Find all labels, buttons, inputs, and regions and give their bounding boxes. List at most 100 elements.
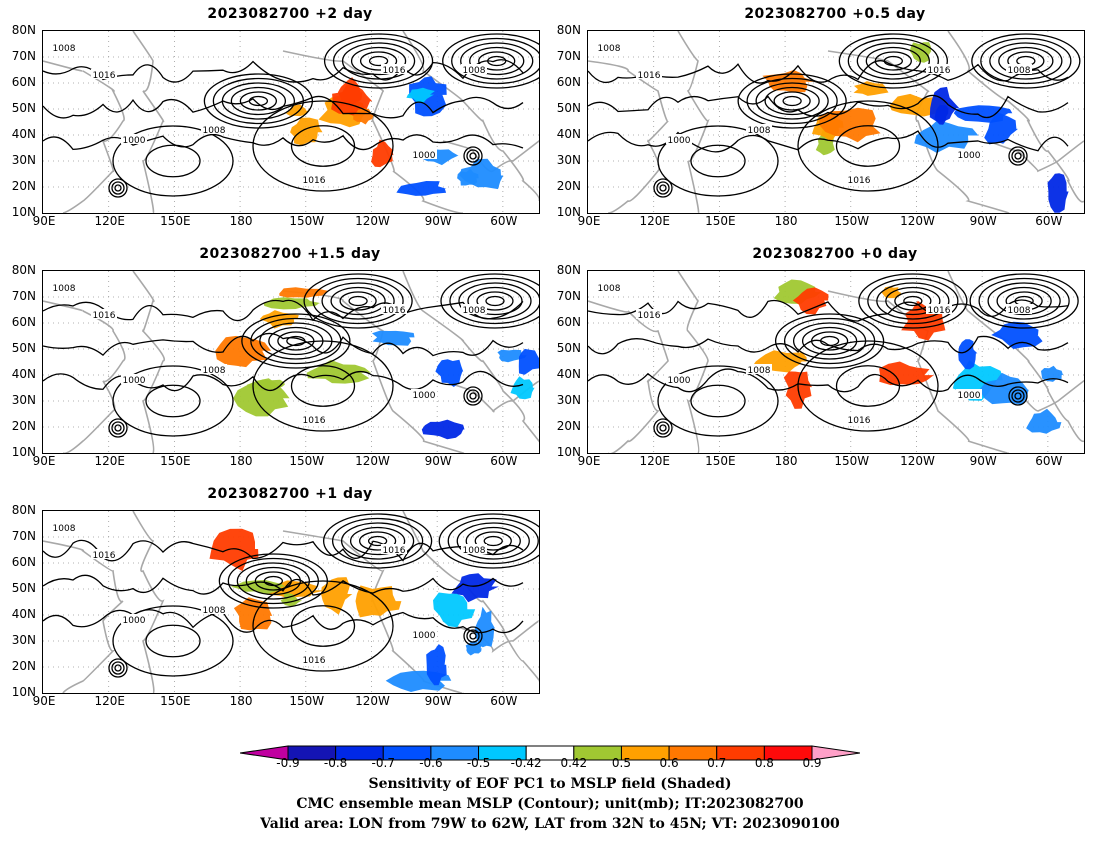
colorbar-tick: 0.8 xyxy=(754,756,774,770)
lat-label-70N: 70N xyxy=(11,529,36,543)
lon-label-180: 180 xyxy=(774,454,798,468)
lat-label-60N: 60N xyxy=(556,315,581,329)
lat-label-50N: 50N xyxy=(556,341,581,355)
lon-label-90W: 90W xyxy=(424,694,452,708)
colorbar-tick: 0.7 xyxy=(707,756,727,770)
lat-label-50N: 50N xyxy=(11,581,36,595)
svg-text:1008: 1008 xyxy=(203,366,226,376)
map-canvas: 1008 1016 1000 1008 1016 1000 1008 1016 xyxy=(588,31,1084,213)
colorbar-tick: 0.9 xyxy=(802,756,822,770)
lat-label-30N: 30N xyxy=(556,153,581,167)
lon-label-90E: 90E xyxy=(32,454,56,468)
lat-label-80N: 80N xyxy=(11,263,36,277)
panel-title: 2023082700 +0.5 day xyxy=(744,6,926,22)
lon-label-90W: 90W xyxy=(424,454,452,468)
svg-text:1008: 1008 xyxy=(203,126,226,136)
lon-label-150W: 150W xyxy=(289,694,325,708)
svg-text:1016: 1016 xyxy=(638,311,661,321)
map-frame: 1008 1016 1000 1008 1016 1000 1008 1016 xyxy=(42,510,540,694)
map-panel-plus0day: 2023082700 +0 day 80N 70N 60N 50N 40N 30N 20N 1… xyxy=(545,246,1085,468)
lon-label-120W: 120W xyxy=(900,214,935,228)
lat-label-60N: 60N xyxy=(11,315,36,329)
lon-label-90W: 90W xyxy=(969,454,997,468)
contour-labels: 1008 1016 1000 1008 1016 1000 1008 1016 xyxy=(51,522,487,666)
svg-text:1008: 1008 xyxy=(1008,66,1031,76)
lon-label-150E: 150E xyxy=(705,454,736,468)
panel-title: 2023082700 +2 day xyxy=(207,6,373,22)
mslp-contours xyxy=(588,33,1081,198)
sensitivity-shading xyxy=(752,279,1063,434)
map-frame: 1008 1016 1000 1008 1016 1000 1008 1016 xyxy=(42,270,540,454)
svg-text:1016: 1016 xyxy=(848,416,871,426)
lat-label-10N: 10N xyxy=(556,445,581,459)
svg-text:1016: 1016 xyxy=(303,176,326,186)
lon-label-150W: 150W xyxy=(834,214,870,228)
mslp-contours xyxy=(588,273,1079,438)
colorbar-tick: 0.42 xyxy=(560,756,588,770)
svg-text:1016: 1016 xyxy=(928,306,951,316)
svg-text:1008: 1008 xyxy=(53,524,76,534)
lat-label-50N: 50N xyxy=(556,101,581,115)
lon-label-120E: 120E xyxy=(94,214,125,228)
lat-label-20N: 20N xyxy=(556,419,581,433)
mslp-contours xyxy=(43,273,539,438)
lat-label-10N: 10N xyxy=(11,205,36,219)
svg-text:1016: 1016 xyxy=(383,306,406,316)
svg-text:1016: 1016 xyxy=(928,66,951,76)
lat-label-30N: 30N xyxy=(11,393,36,407)
lon-label-120W: 120W xyxy=(355,214,390,228)
svg-text:1008: 1008 xyxy=(53,284,76,294)
sensitivity-shading xyxy=(286,76,504,196)
lat-label-50N: 50N xyxy=(11,101,36,115)
lat-label-80N: 80N xyxy=(556,23,581,37)
svg-text:1000: 1000 xyxy=(668,376,691,386)
map-panel-plus2day: 2023082700 +2 day 80N 70N 60N 50N 40N 30N 20N 1… xyxy=(0,6,540,228)
map-panel-plus1.5day: 2023082700 +1.5 day 80N 70N 60N 50N 40N 30N 20… xyxy=(0,246,540,468)
lon-label-120E: 120E xyxy=(639,454,670,468)
svg-text:1016: 1016 xyxy=(383,66,406,76)
svg-text:1000: 1000 xyxy=(413,151,436,161)
coastline xyxy=(588,31,1084,213)
colorbar-tick: -0.6 xyxy=(419,756,443,770)
svg-text:1016: 1016 xyxy=(93,311,116,321)
contour-labels: 1008 1016 1000 1008 1016 1000 1008 1016 xyxy=(51,282,487,426)
svg-text:1016: 1016 xyxy=(93,71,116,81)
lon-label-90E: 90E xyxy=(577,214,601,228)
svg-text:1008: 1008 xyxy=(463,66,486,76)
contour-labels: 1008 1016 1000 1008 1016 1000 1008 1016 xyxy=(596,282,1032,426)
lon-label-60W: 60W xyxy=(490,214,518,228)
lat-label-20N: 20N xyxy=(556,179,581,193)
lon-label-120E: 120E xyxy=(639,214,670,228)
lat-label-70N: 70N xyxy=(556,49,581,63)
svg-text:1016: 1016 xyxy=(638,71,661,81)
svg-text:1016: 1016 xyxy=(848,176,871,186)
svg-text:1016: 1016 xyxy=(383,546,406,556)
contour-labels: 1008 1016 1000 1008 1016 1000 1008 1016 xyxy=(596,42,1032,186)
lat-label-20N: 20N xyxy=(11,179,36,193)
colorbar xyxy=(240,745,860,761)
lat-label-20N: 20N xyxy=(11,659,36,673)
lon-label-120W: 120W xyxy=(355,694,390,708)
svg-text:1008: 1008 xyxy=(53,44,76,54)
panel-title: 2023082700 +1 day xyxy=(207,486,373,502)
lon-label-120W: 120W xyxy=(900,454,935,468)
lat-label-50N: 50N xyxy=(11,341,36,355)
lat-label-20N: 20N xyxy=(11,419,36,433)
colorbar-tick: 0.5 xyxy=(611,756,631,770)
lat-label-80N: 80N xyxy=(556,263,581,277)
map-frame: 1008 1016 1000 1008 1016 1000 1008 1016 xyxy=(587,30,1085,214)
colorbar-tick: -0.8 xyxy=(323,756,348,770)
map-frame: 1008 1016 1000 1008 1016 1000 1008 1016 xyxy=(587,270,1085,454)
mslp-contours xyxy=(43,513,539,678)
caption-line-3: Valid area: LON from 79W to 62W, LAT fro… xyxy=(260,816,840,832)
map-panel-plus0.5day: 2023082700 +0.5 day 80N 70N 60N 50N 40N 30N 20… xyxy=(545,6,1085,228)
caption-line-1: Sensitivity of EOF PC1 to MSLP field (Sh… xyxy=(368,776,732,792)
lon-label-150W: 150W xyxy=(289,214,325,228)
lon-label-180: 180 xyxy=(229,694,253,708)
map-canvas: 1008 1016 1000 1008 1016 1000 1008 1016 xyxy=(588,271,1084,453)
svg-text:1000: 1000 xyxy=(413,631,436,641)
colorbar-tick: -0.7 xyxy=(371,756,395,770)
lon-label-150W: 150W xyxy=(289,454,325,468)
svg-text:1016: 1016 xyxy=(303,656,326,666)
map-canvas: 1008 1016 1000 1008 1016 1000 1008 1016 xyxy=(43,511,539,693)
